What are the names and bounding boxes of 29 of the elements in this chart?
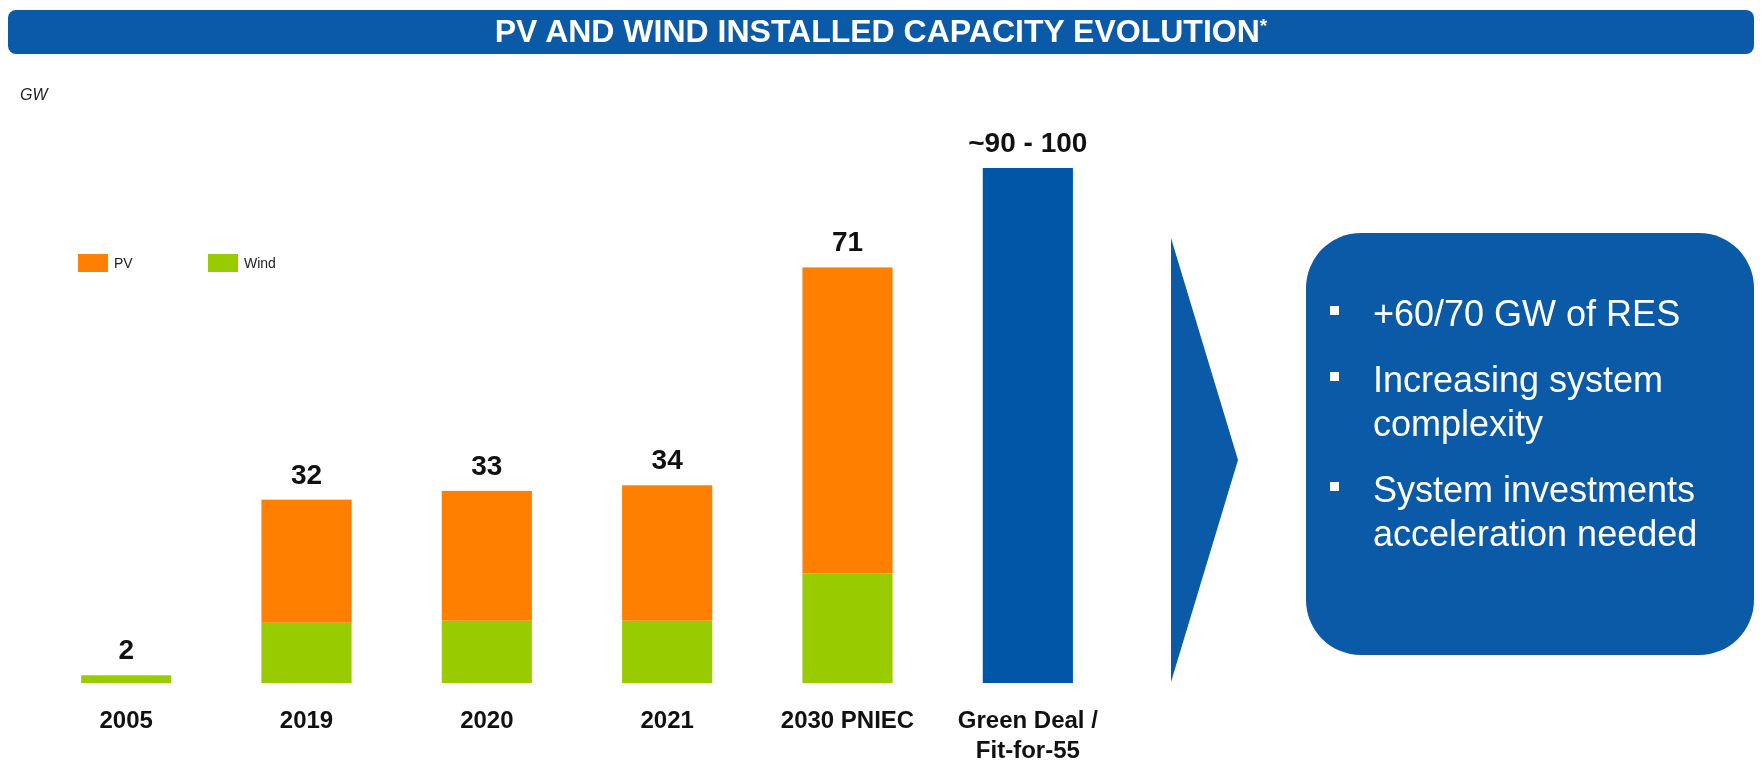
- annotation: 32: [290, 458, 323, 490]
- x-tick-label: 2030 PNIEC: [780, 706, 915, 733]
- text: Increasing system complexity: [1373, 359, 1664, 444]
- bar: [982, 168, 1073, 683]
- x-tick-label: 2020: [460, 706, 514, 733]
- x-tick-label: 2021: [640, 706, 694, 733]
- legend-label: Wind: [244, 255, 276, 271]
- annotation: 2: [118, 634, 134, 666]
- legend-label: PV: [114, 255, 134, 271]
- chart-title: PV AND WIND INSTALLED CAPACITY EVOLUTION$^{*}$: [494, 13, 1268, 49]
- annotation: ~90 - 100: [968, 127, 1088, 158]
- bar: [261, 622, 352, 683]
- bar: [261, 499, 352, 623]
- x-tick-label: Green Deal / Fit-for-55: [957, 706, 1099, 763]
- x-tick-label: 2019: [279, 706, 334, 733]
- annotation: 71: [831, 226, 864, 258]
- annotation: 34: [651, 444, 684, 476]
- x-tick-label: 2005: [99, 706, 153, 733]
- bar: [622, 485, 713, 621]
- bar: [81, 675, 172, 683]
- bar: [802, 573, 893, 683]
- bar: [441, 620, 532, 683]
- bar: [802, 267, 893, 574]
- bar: [441, 490, 532, 621]
- y-axis-title: GW: [20, 86, 50, 103]
- text: +60/70 GW of RES: [1373, 293, 1681, 334]
- annotation: 33: [471, 449, 503, 481]
- bar: [622, 620, 713, 683]
- text: System investments acceleration needed: [1373, 469, 1698, 554]
